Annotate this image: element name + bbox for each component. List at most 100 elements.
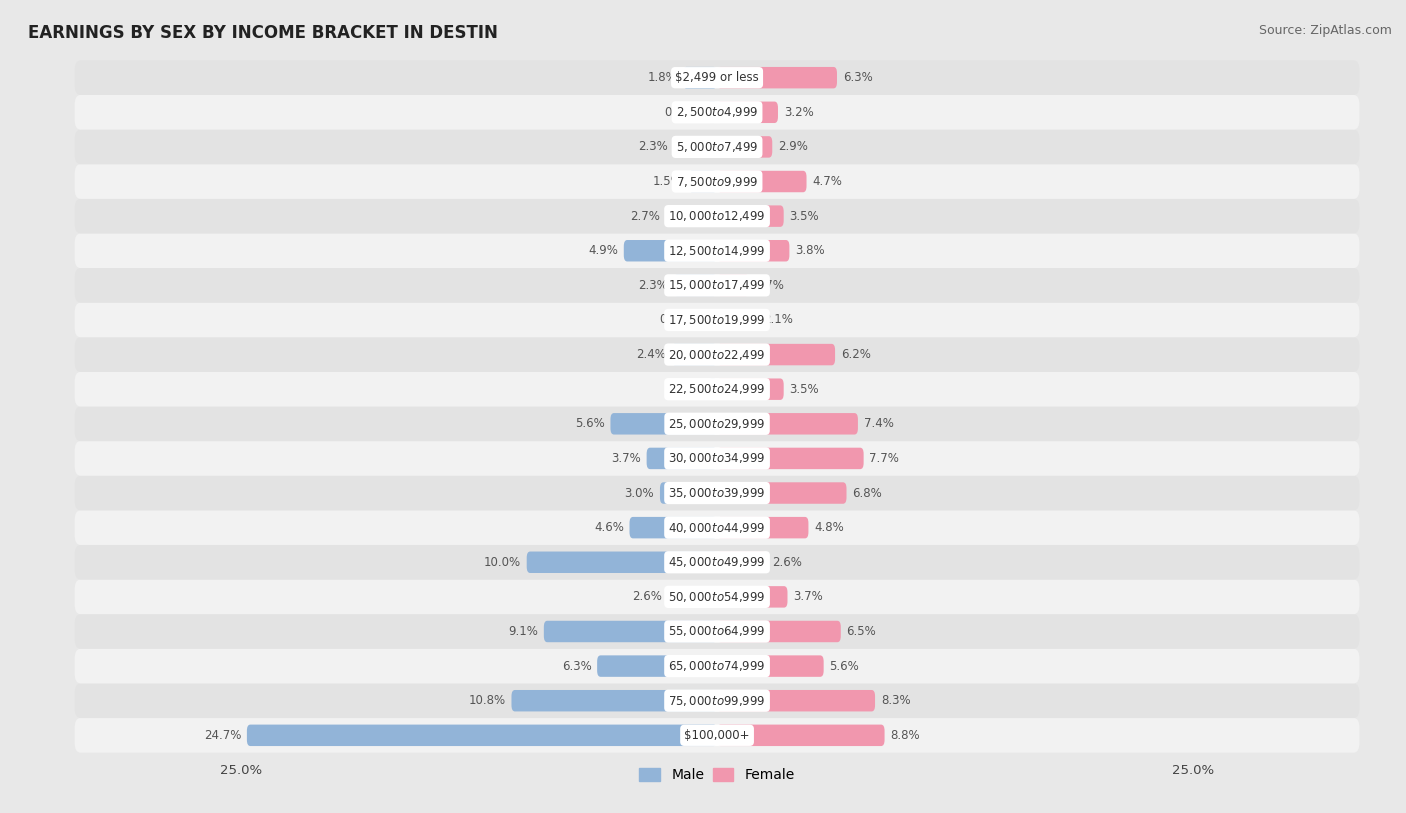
Text: $50,000 to $54,999: $50,000 to $54,999 [668, 590, 766, 604]
Text: $75,000 to $99,999: $75,000 to $99,999 [668, 693, 766, 707]
Text: 3.5%: 3.5% [789, 210, 820, 223]
Text: 4.7%: 4.7% [813, 175, 842, 188]
Text: 2.9%: 2.9% [778, 141, 808, 154]
Legend: Male, Female: Male, Female [634, 763, 800, 788]
Text: 4.6%: 4.6% [593, 521, 624, 534]
FancyBboxPatch shape [75, 614, 1360, 649]
FancyBboxPatch shape [75, 164, 1360, 199]
FancyBboxPatch shape [717, 275, 749, 296]
Text: 3.7%: 3.7% [793, 590, 823, 603]
FancyBboxPatch shape [707, 102, 717, 123]
Text: $20,000 to $22,499: $20,000 to $22,499 [668, 348, 766, 362]
FancyBboxPatch shape [610, 413, 717, 434]
Text: $30,000 to $34,999: $30,000 to $34,999 [668, 451, 766, 465]
FancyBboxPatch shape [717, 690, 875, 711]
FancyBboxPatch shape [75, 649, 1360, 684]
Text: $45,000 to $49,999: $45,000 to $49,999 [668, 555, 766, 569]
Text: 2.6%: 2.6% [772, 556, 803, 569]
Text: $40,000 to $44,999: $40,000 to $44,999 [668, 520, 766, 535]
Text: 6.5%: 6.5% [846, 625, 876, 638]
FancyBboxPatch shape [75, 129, 1360, 164]
Text: $5,000 to $7,499: $5,000 to $7,499 [676, 140, 758, 154]
Text: 24.7%: 24.7% [204, 728, 242, 741]
Text: 0.45%: 0.45% [665, 383, 703, 396]
FancyBboxPatch shape [647, 448, 717, 469]
Text: 2.1%: 2.1% [762, 314, 793, 327]
FancyBboxPatch shape [75, 684, 1360, 718]
Text: $12,500 to $14,999: $12,500 to $14,999 [668, 244, 766, 258]
FancyBboxPatch shape [624, 240, 717, 262]
Text: 4.9%: 4.9% [588, 244, 619, 257]
FancyBboxPatch shape [75, 95, 1360, 129]
FancyBboxPatch shape [75, 406, 1360, 441]
FancyBboxPatch shape [665, 206, 717, 227]
Text: 6.3%: 6.3% [561, 659, 592, 672]
Text: 9.1%: 9.1% [508, 625, 538, 638]
FancyBboxPatch shape [75, 580, 1360, 614]
Text: 0.77%: 0.77% [659, 314, 697, 327]
Text: 10.8%: 10.8% [468, 694, 506, 707]
Text: 2.3%: 2.3% [638, 141, 668, 154]
FancyBboxPatch shape [75, 302, 1360, 337]
FancyBboxPatch shape [717, 551, 766, 573]
Text: 5.6%: 5.6% [575, 417, 605, 430]
Text: 5.6%: 5.6% [830, 659, 859, 672]
FancyBboxPatch shape [673, 136, 717, 158]
Text: $22,500 to $24,999: $22,500 to $24,999 [668, 382, 766, 396]
Text: 3.2%: 3.2% [783, 106, 814, 119]
Text: $35,000 to $39,999: $35,000 to $39,999 [668, 486, 766, 500]
FancyBboxPatch shape [717, 448, 863, 469]
FancyBboxPatch shape [717, 309, 756, 331]
Text: $65,000 to $74,999: $65,000 to $74,999 [668, 659, 766, 673]
Text: 8.3%: 8.3% [880, 694, 911, 707]
FancyBboxPatch shape [717, 379, 783, 400]
FancyBboxPatch shape [689, 171, 717, 192]
FancyBboxPatch shape [717, 67, 837, 89]
FancyBboxPatch shape [717, 517, 808, 538]
FancyBboxPatch shape [717, 240, 789, 262]
Text: 4.8%: 4.8% [814, 521, 844, 534]
Text: $2,500 to $4,999: $2,500 to $4,999 [676, 106, 758, 120]
FancyBboxPatch shape [717, 724, 884, 746]
Text: 0.53%: 0.53% [664, 106, 702, 119]
Text: 6.2%: 6.2% [841, 348, 870, 361]
FancyBboxPatch shape [75, 476, 1360, 511]
FancyBboxPatch shape [709, 379, 717, 400]
Text: $7,500 to $9,999: $7,500 to $9,999 [676, 175, 758, 189]
FancyBboxPatch shape [75, 718, 1360, 753]
Text: $2,499 or less: $2,499 or less [675, 72, 759, 85]
Text: 7.7%: 7.7% [869, 452, 900, 465]
Text: Source: ZipAtlas.com: Source: ZipAtlas.com [1258, 24, 1392, 37]
Text: $55,000 to $64,999: $55,000 to $64,999 [668, 624, 766, 638]
FancyBboxPatch shape [512, 690, 717, 711]
Text: 3.0%: 3.0% [624, 486, 654, 499]
Text: 10.0%: 10.0% [484, 556, 522, 569]
FancyBboxPatch shape [668, 586, 717, 607]
FancyBboxPatch shape [717, 621, 841, 642]
FancyBboxPatch shape [683, 67, 717, 89]
Text: 3.8%: 3.8% [796, 244, 825, 257]
Text: $25,000 to $29,999: $25,000 to $29,999 [668, 417, 766, 431]
FancyBboxPatch shape [717, 586, 787, 607]
Text: 2.6%: 2.6% [631, 590, 662, 603]
Text: 3.5%: 3.5% [789, 383, 820, 396]
FancyBboxPatch shape [247, 724, 717, 746]
Text: EARNINGS BY SEX BY INCOME BRACKET IN DESTIN: EARNINGS BY SEX BY INCOME BRACKET IN DES… [28, 24, 498, 42]
FancyBboxPatch shape [75, 60, 1360, 95]
FancyBboxPatch shape [717, 655, 824, 677]
FancyBboxPatch shape [75, 441, 1360, 476]
FancyBboxPatch shape [75, 511, 1360, 545]
Text: 1.8%: 1.8% [647, 72, 678, 85]
FancyBboxPatch shape [630, 517, 717, 538]
FancyBboxPatch shape [527, 551, 717, 573]
FancyBboxPatch shape [75, 268, 1360, 302]
FancyBboxPatch shape [672, 344, 717, 365]
FancyBboxPatch shape [598, 655, 717, 677]
FancyBboxPatch shape [75, 372, 1360, 406]
FancyBboxPatch shape [544, 621, 717, 642]
FancyBboxPatch shape [703, 309, 717, 331]
Text: 8.8%: 8.8% [890, 728, 920, 741]
Text: 2.3%: 2.3% [638, 279, 668, 292]
Text: 7.4%: 7.4% [863, 417, 893, 430]
Text: $100,000+: $100,000+ [685, 728, 749, 741]
